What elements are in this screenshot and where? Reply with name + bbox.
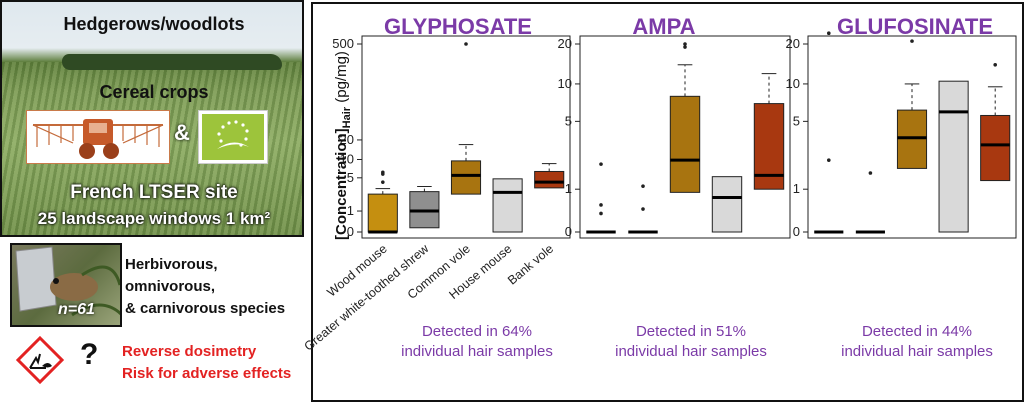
sample-size: n=61 — [58, 301, 95, 318]
detection-glyphosate: Detected in 64% individual hair samples — [382, 322, 572, 362]
eu-organic-logo — [198, 110, 268, 164]
environment-hazard-icon — [15, 335, 65, 385]
species-line-3: & carnivorous species — [125, 300, 286, 317]
windows-label: 25 landscape windows 1 km² — [37, 209, 271, 228]
risk-line-2: Risk for adverse effects — [122, 365, 292, 382]
detection-ampa-line1: Detected in 51% — [635, 323, 747, 340]
species-line-2: omnivorous, — [125, 278, 216, 295]
species-line-1: Herbivorous, — [125, 256, 218, 273]
sprayer-icon — [26, 110, 170, 164]
site-label: French LTSER site — [70, 182, 238, 203]
detection-glufosinate-line2: individual hair samples — [841, 343, 993, 360]
cereal-label: Cereal crops — [99, 82, 209, 102]
hedgerows-label: Hedgerows/woodlots — [63, 14, 245, 34]
detection-ampa-line2: individual hair samples — [615, 343, 767, 360]
species-list: Herbivorous, omnivorous, & carnivorous s… — [125, 254, 285, 320]
field-photo: Hedgerows/woodlots Cereal crops & — [0, 0, 304, 237]
chart-title-glyphosate: GLYPHOSATE — [384, 14, 532, 39]
treeline — [62, 54, 282, 70]
detection-glufosinate-line1: Detected in 44% — [861, 323, 973, 340]
question-mark: ? — [80, 338, 99, 371]
detection-ampa: Detected in 51% individual hair samples — [596, 322, 786, 362]
detection-glufosinate: Detected in 44% individual hair samples — [822, 322, 1012, 362]
chart-title-ampa: AMPA — [632, 14, 696, 39]
results-panel — [311, 2, 1024, 402]
animal-photo: n=61 — [10, 243, 122, 327]
detection-glyphosate-line2: individual hair samples — [401, 343, 553, 360]
risk-text: Reverse dosimetry Risk for adverse effec… — [122, 341, 291, 385]
risk-line-1: Reverse dosimetry — [122, 343, 257, 360]
detection-glyphosate-line1: Detected in 64% — [421, 323, 533, 340]
chart-title-glufosinate: GLUFOSINATE — [836, 14, 994, 39]
ampersand: & — [174, 120, 190, 145]
